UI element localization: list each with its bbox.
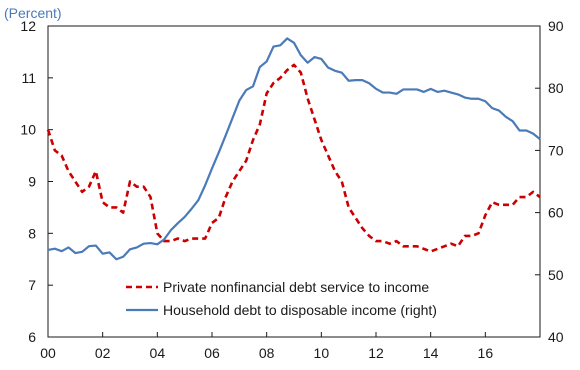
x-tick-label: 10 (314, 345, 330, 361)
x-tick-label: 12 (368, 345, 384, 361)
series-layer (46, 37, 541, 261)
left-y-axis: 6 7 8 9 10 11 12 (20, 18, 53, 345)
x-tick-label: 04 (150, 345, 166, 361)
legend: Private nonfinancial debt service to inc… (126, 279, 437, 318)
x-tick-label: 08 (259, 345, 275, 361)
x-tick-label: 16 (478, 345, 494, 361)
x-axis: 00 02 04 06 08 10 12 14 16 (40, 332, 493, 361)
left-y-tick-label: 6 (28, 329, 36, 345)
left-y-tick-label: 12 (20, 18, 36, 34)
x-tick-label: 14 (423, 345, 439, 361)
legend-label-debt-service: Private nonfinancial debt service to inc… (163, 279, 429, 295)
x-tick-label: 00 (40, 345, 56, 361)
right-y-tick-label: 90 (548, 18, 564, 34)
right-y-tick-label: 60 (548, 205, 564, 221)
x-tick-label: 06 (204, 345, 220, 361)
left-y-tick-label: 8 (28, 225, 36, 241)
right-y-tick-label: 70 (548, 142, 564, 158)
left-y-tick-label: 10 (20, 122, 36, 138)
left-y-tick-label: 7 (28, 277, 36, 293)
right-y-tick-label: 80 (548, 80, 564, 96)
legend-label-household-debt: Household debt to disposable income (rig… (163, 302, 437, 318)
right-y-tick-label: 50 (548, 267, 564, 283)
series-line-debt-service (46, 63, 541, 253)
x-tick-label: 02 (95, 345, 111, 361)
right-y-axis: 40 50 60 70 80 90 (535, 18, 564, 345)
unit-label: (Percent) (4, 5, 62, 21)
left-y-tick-label: 9 (28, 174, 36, 190)
right-y-tick-label: 40 (548, 329, 564, 345)
series-line-household-debt (47, 37, 541, 261)
left-y-tick-label: 11 (21, 70, 36, 86)
